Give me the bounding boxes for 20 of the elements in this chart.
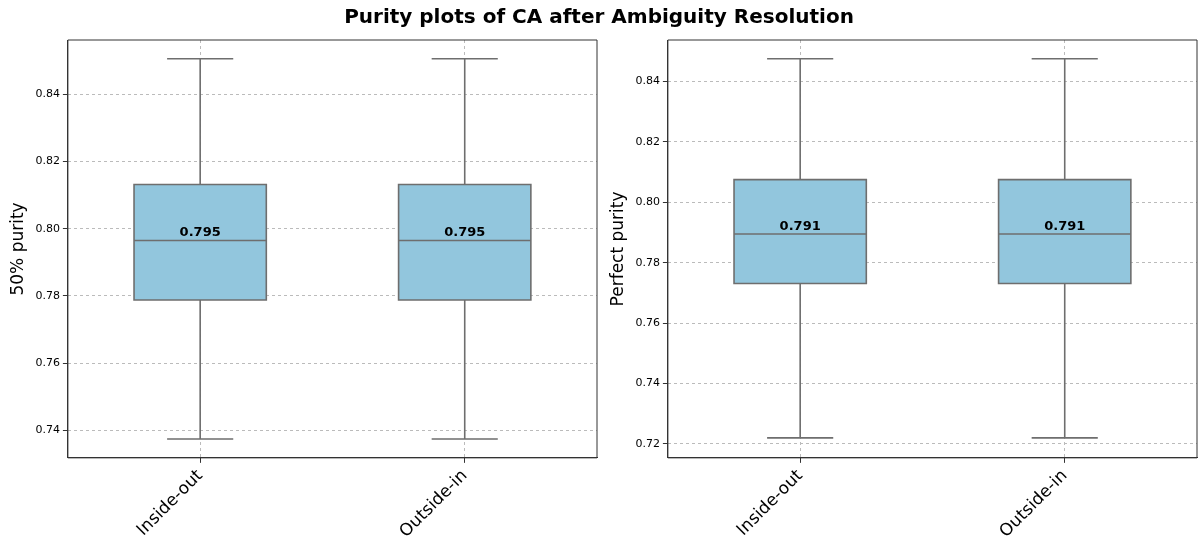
y-tick-label: 0.78 xyxy=(635,255,660,269)
y-tick-label: 0.76 xyxy=(35,355,60,369)
y-axis-title: Perfect purity xyxy=(606,191,627,307)
y-tick-label: 0.80 xyxy=(35,221,60,235)
y-tick-label: 0.80 xyxy=(635,195,660,209)
y-axis-title: 50% purity xyxy=(6,202,27,296)
y-tick-label: 0.84 xyxy=(635,74,660,88)
annotation: 0.791 xyxy=(1044,217,1086,233)
y-tick-label: 0.74 xyxy=(35,423,60,437)
y-tick-label: 0.82 xyxy=(35,154,60,168)
chart-title: Purity plots of CA after Ambiguity Resolution xyxy=(343,4,855,28)
y-tick-label: 0.76 xyxy=(635,315,660,329)
annotation: 0.795 xyxy=(179,224,221,240)
y-tick-label: 0.82 xyxy=(635,134,660,148)
y-tick-label: 0.78 xyxy=(35,288,60,302)
y-tick-label: 0.72 xyxy=(635,436,660,450)
y-tick-label: 0.74 xyxy=(635,376,660,390)
y-tick-label: 0.84 xyxy=(35,87,60,101)
annotation: 0.795 xyxy=(444,224,486,240)
annotation: 0.791 xyxy=(779,217,821,233)
